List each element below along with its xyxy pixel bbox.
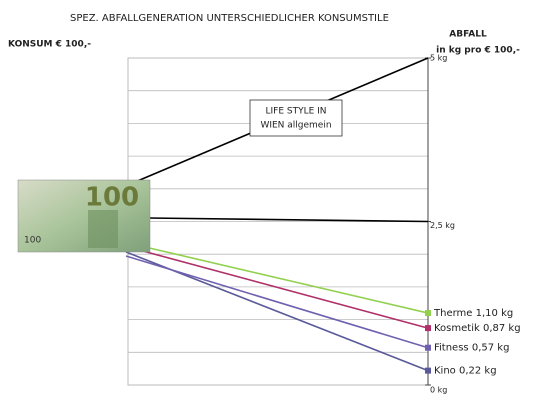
series-line xyxy=(127,242,429,314)
end-marker xyxy=(425,367,431,374)
series-label: Kosmetik 0,87 kg xyxy=(434,323,521,334)
end-marker xyxy=(425,344,431,351)
annotation-text: LIFE STYLE IN xyxy=(265,107,326,117)
lines xyxy=(125,57,431,374)
end-marker xyxy=(425,310,431,317)
series-name: Kosmetik xyxy=(434,323,480,334)
left-label: KONSUM € 100,- xyxy=(8,40,91,50)
value-label: 0,57 kg xyxy=(472,343,510,354)
series-line xyxy=(125,255,429,349)
right-label: ABFALL xyxy=(449,30,487,40)
annotation-text: WIEN allgemein xyxy=(260,121,331,131)
right-label: in kg pro € 100,- xyxy=(436,46,520,56)
chart-title: SPEZ. ABFALLGENERATION UNTERSCHIEDLICHER… xyxy=(70,13,389,24)
series-name: Kino xyxy=(434,366,456,377)
banknote-value: 100 xyxy=(85,183,139,213)
labels: 5 kg 2,5 kg 0 kg Therme 1,10 kg Kosmetik 0,8… xyxy=(430,54,521,395)
annotation: LIFE STYLE IN WIEN allgemein xyxy=(249,99,343,137)
series-line xyxy=(147,217,429,223)
y-tick-label: 5 kg xyxy=(430,54,447,63)
value-label: 0,87 kg xyxy=(483,323,521,334)
banknote-value-small: 100 xyxy=(24,236,41,246)
annotation-box xyxy=(249,99,343,137)
y-tick-label: 2,5 kg xyxy=(430,221,455,230)
value-label: 1,10 kg xyxy=(476,308,514,319)
banknote-body xyxy=(17,179,151,253)
series-label: Kino 0,22 kg xyxy=(434,366,497,377)
series-name: Fitness xyxy=(434,343,469,354)
end-marker xyxy=(425,325,431,332)
series-name: Therme xyxy=(433,308,472,319)
series-label: Therme 1,10 kg xyxy=(433,308,513,319)
value-label: 0,22 kg xyxy=(459,366,497,377)
banknote: 100 100 xyxy=(17,179,151,253)
series-label: Fitness 0,57 kg xyxy=(434,343,509,354)
banknote-gate xyxy=(88,210,118,248)
series-line xyxy=(127,246,429,329)
y-tick-label: 0 kg xyxy=(430,386,447,395)
